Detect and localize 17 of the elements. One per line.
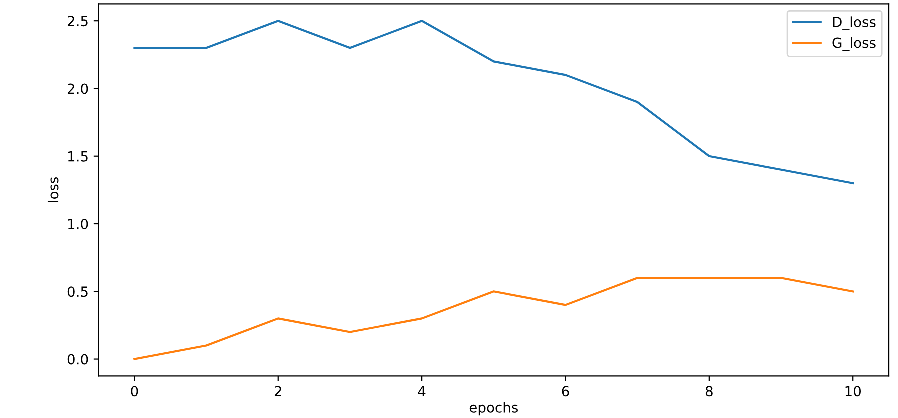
x-tick-label: 4 bbox=[418, 386, 426, 396]
x-tick-label: 10 bbox=[846, 386, 862, 397]
x-axis-title: epochs bbox=[470, 402, 518, 416]
y-tick-label: 2.0 bbox=[68, 84, 88, 94]
y-tick-label: 0.0 bbox=[68, 354, 88, 365]
y-tick-label: 2.5 bbox=[68, 16, 88, 27]
y-tick-label: 0.5 bbox=[68, 286, 88, 298]
y-axis-title: loss bbox=[48, 177, 59, 202]
y-tick-label: 1.0 bbox=[68, 218, 88, 230]
y-tick-label: 1.5 bbox=[68, 152, 88, 162]
legend-label: G_loss bbox=[832, 37, 876, 52]
x-tick-label: 6 bbox=[562, 386, 570, 397]
x-tick-label: 0 bbox=[131, 386, 138, 397]
x-tick-label: 2 bbox=[274, 386, 282, 396]
line-series bbox=[134, 277, 854, 360]
x-tick-label: 8 bbox=[706, 386, 713, 397]
legend-label: D_loss bbox=[833, 16, 876, 31]
